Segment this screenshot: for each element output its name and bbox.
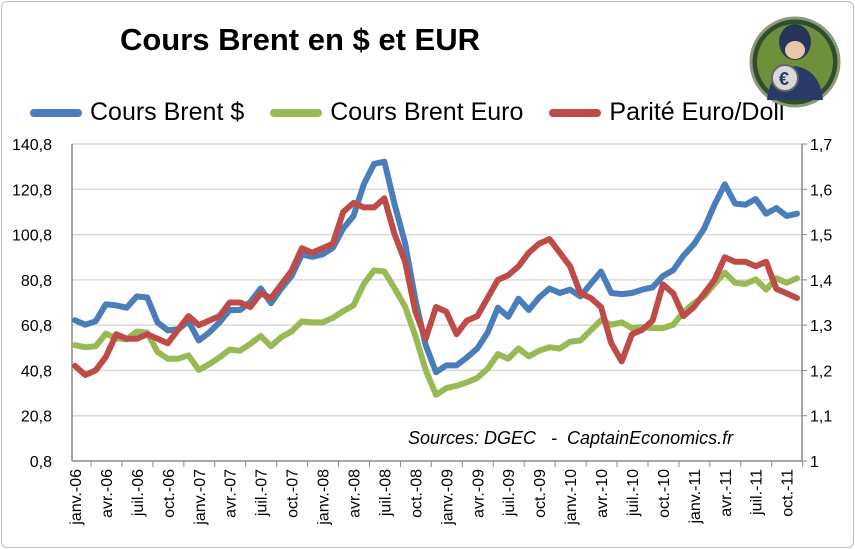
source-note: Sources: DGEC - CaptainEconomics.fr [408,428,734,448]
y-left-tick-label: 80,8 [21,273,52,290]
y-right-tick-label: 1 [810,454,819,471]
x-tick-label: janv.-10 [563,469,580,526]
x-tick-label: oct.-08 [408,469,425,518]
legend-swatch [549,108,602,117]
x-tick-label: avr.-10 [594,469,611,518]
y-left-tick-label: 40,8 [21,363,52,380]
x-tick-label: juil.-08 [377,469,394,517]
x-tick-label: oct.-07 [285,469,302,518]
legend: Cours Brent $ Cours Brent Euro Parité Eu… [30,98,784,127]
y-right-tick-label: 1,1 [810,409,832,426]
y-right-tick-label: 1,2 [810,363,832,380]
svg-text:€: € [779,69,789,89]
x-tick-label: avr.-09 [470,469,487,518]
legend-label: Cours Brent $ [90,98,245,126]
y-right-tick-label: 1,3 [810,318,832,335]
x-tick-label: avr.-11 [718,469,735,517]
x-tick-label: oct.-06 [161,469,178,518]
legend-label: Parité Euro/Doll [609,98,785,126]
y-left-tick-label: 20,8 [21,409,52,426]
series-line-cours-brent-euro [72,267,800,398]
x-tick-label: avr.-06 [99,469,116,518]
y-left-tick-label: 60,8 [21,318,52,335]
chart-title: Cours Brent en $ et EUR [119,22,480,57]
x-tick-label: juil.-07 [254,469,271,517]
legend-swatch [30,108,82,117]
x-tick-label: avr.-08 [346,469,363,518]
legend-item-parity: Parité Euro/Doll [549,98,784,127]
legend-item-brent-eur: Cours Brent Euro [270,98,523,127]
y-left-tick-label: 0,8 [30,454,52,471]
series-line-parit-euro-doll [72,195,800,378]
x-tick-label: juil.-11 [749,469,766,516]
legend-item-brent-usd: Cours Brent $ [30,98,244,127]
y-right-tick-label: 1,4 [810,273,832,290]
y-left-tick-label: 100,8 [12,228,52,245]
y-right-tick-label: 1,5 [810,228,832,245]
captain-euro-avatar-icon: € [749,16,841,108]
series-line-cours-brent- [72,158,800,376]
y-left-tick-label: 120,8 [12,182,52,199]
legend-label: Cours Brent Euro [330,98,524,126]
x-tick-label: juil.-10 [625,469,642,517]
x-tick-label: janv.-09 [439,469,456,526]
x-tick-label: janv.-07 [192,469,209,526]
x-tick-label: avr.-07 [223,469,240,518]
x-tick-label: janv.-11 [687,469,704,525]
y-right-tick-label: 1,6 [810,182,832,199]
x-tick-label: juil.-06 [130,469,147,517]
y-left-tick-label: 140,8 [12,137,52,154]
y-right-tick-label: 1,7 [810,137,832,154]
x-tick-label: oct.-09 [532,469,549,518]
x-tick-label: oct.-10 [656,469,673,518]
x-tick-label: janv.-06 [68,469,85,526]
legend-swatch [270,108,323,117]
x-tick-label: juil.-09 [501,469,518,517]
x-tick-label: janv.-08 [316,469,333,526]
x-tick-label: oct.-11 [780,469,797,517]
